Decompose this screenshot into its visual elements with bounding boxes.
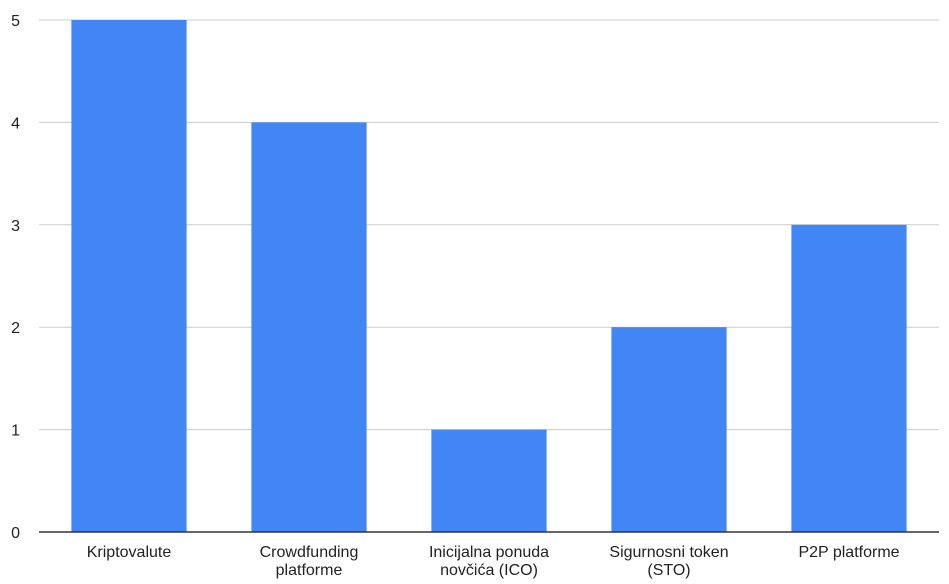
x-tick-label-line: Kriptovalute [87,544,172,561]
bar [71,20,187,532]
x-tick-label-line: Sigurnosni token [609,544,728,561]
y-axis-ticks: 0 1 2 3 4 5 [11,13,20,542]
bar [251,122,367,533]
y-tick-label: 1 [11,423,20,440]
bar [791,224,907,533]
x-tick-label-line: Crowdfunding [260,544,359,561]
bar [611,327,727,532]
x-tick-label: P2P platforme [798,544,899,561]
x-tick-label: Inicijalna ponuda novčića (ICO) [429,544,549,579]
y-tick-label: 2 [11,320,20,337]
x-tick-label-line: P2P platforme [798,544,899,561]
y-tick-label: 3 [11,218,20,235]
x-tick-label: Crowdfunding platforme [260,544,359,579]
x-tick-label-line: platforme [276,562,343,579]
x-axis-labels: Kriptovalute Crowdfunding platforme Inicija… [87,544,900,579]
x-tick-label-line: novčića (ICO) [440,562,538,579]
x-tick-label: Sigurnosni token (STO) [609,544,728,579]
gridlines [39,19,939,431]
bar [431,429,547,532]
y-tick-label: 4 [11,115,20,132]
x-tick-label-line: (STO) [647,562,690,579]
bars [71,20,907,533]
x-tick-label-line: Inicijalna ponuda [429,544,549,561]
y-tick-label: 5 [11,13,20,30]
y-tick-label: 0 [11,525,20,542]
x-tick-label: Kriptovalute [87,544,172,561]
